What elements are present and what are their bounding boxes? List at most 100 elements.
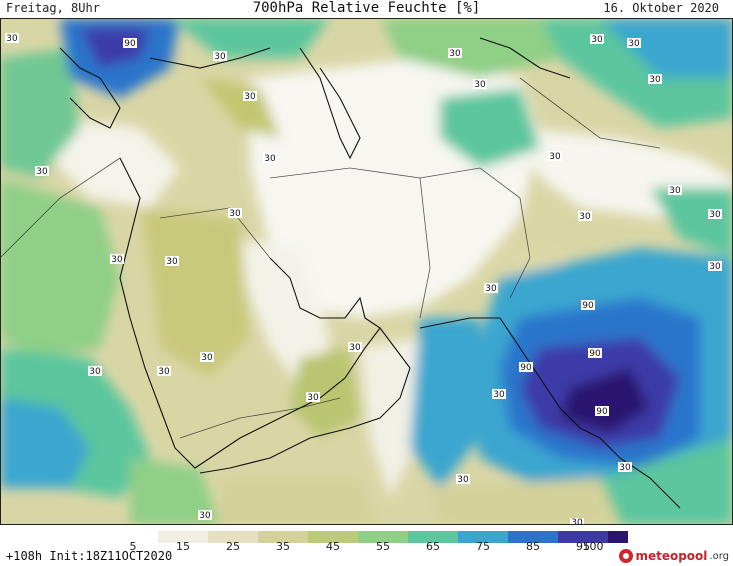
colorbar-segment [108, 531, 159, 543]
contour-label: 30 [708, 261, 722, 272]
colorbar-segment [258, 531, 309, 543]
svg-text:30: 30 [579, 212, 591, 222]
svg-text:30: 30 [709, 210, 721, 220]
country-borders [0, 77, 661, 439]
svg-text:90: 90 [520, 363, 532, 373]
svg-text:30: 30 [493, 390, 505, 400]
svg-text:30: 30 [214, 52, 226, 62]
contour-label: 30 [243, 91, 257, 102]
svg-text:30: 30 [549, 152, 561, 162]
svg-text:30: 30 [6, 34, 18, 44]
svg-text:30: 30 [457, 475, 469, 485]
contour-label: 90 [581, 300, 595, 311]
contour-labels: 90 30 30 30 30 30 30 30 30 30 30 30 30 3… [5, 33, 722, 525]
contour-label: 30 [110, 254, 124, 265]
header-bar: Freitag, 8Uhr 700hPa Relative Feuchte [%… [0, 0, 733, 18]
svg-text:30: 30 [36, 167, 48, 177]
svg-text:30: 30 [111, 255, 123, 265]
colorbar-tick-label: 100 [582, 540, 604, 553]
colorbar-tick-label: 65 [426, 540, 440, 553]
contour-label: 30 [627, 38, 641, 49]
contour-label: 30 [198, 510, 212, 521]
colorbar-tick-label: 45 [326, 540, 340, 553]
brand-logo[interactable]: meteopool .org [619, 547, 729, 565]
brand-tld: .org [709, 550, 729, 562]
map-title: 700hPa Relative Feuchte [%] [252, 0, 481, 16]
svg-text:30: 30 [199, 511, 211, 521]
svg-text:30: 30 [158, 367, 170, 377]
contour-label: 30 [548, 151, 562, 162]
contour-label: 30 [228, 208, 242, 219]
svg-text:30: 30 [349, 343, 361, 353]
contour-label: 30 [200, 352, 214, 363]
colorbar-tick-label: 25 [226, 540, 240, 553]
svg-text:30: 30 [166, 257, 178, 267]
contour-label: 30 [668, 185, 682, 196]
colorbar-tick-label: 75 [476, 540, 490, 553]
svg-text:30: 30 [628, 39, 640, 49]
contour-label: 90 [595, 406, 609, 417]
contour-label: 90 [519, 362, 533, 373]
colorbar-segment [158, 531, 209, 543]
colorbar-segment [308, 531, 359, 543]
contour-label: 30 [306, 392, 320, 403]
contour-label: 30 [456, 474, 470, 485]
contour-label: 30 [88, 366, 102, 377]
svg-text:90: 90 [124, 39, 136, 49]
contour-label: 30 [5, 33, 19, 44]
svg-text:90: 90 [582, 301, 594, 311]
contour-label: 30 [157, 366, 171, 377]
valid-date-label: 16. Oktober 2020 [603, 1, 719, 15]
colorbar-segment [558, 531, 609, 543]
contour-label: 90 [588, 348, 602, 359]
svg-text:30: 30 [485, 284, 497, 294]
contour-label: 90 [123, 38, 137, 49]
valid-day-label: Freitag, 8Uhr [6, 1, 100, 15]
contour-label: 30 [492, 389, 506, 400]
svg-text:90: 90 [589, 349, 601, 359]
contour-label: 30 [484, 283, 498, 294]
contour-label: 30 [578, 211, 592, 222]
colorbar-tick-label: 35 [276, 540, 290, 553]
colorbar-segment [358, 531, 409, 543]
colorbar-segment [508, 531, 559, 543]
svg-text:30: 30 [449, 49, 461, 59]
contour-label: 30 [165, 256, 179, 267]
colorbar-segment [208, 531, 259, 543]
colorbar-segment [458, 531, 509, 543]
colorbar-tick-label: 55 [376, 540, 390, 553]
svg-text:30: 30 [89, 367, 101, 377]
svg-text:30: 30 [307, 393, 319, 403]
svg-text:30: 30 [229, 209, 241, 219]
svg-text:30: 30 [649, 75, 661, 85]
contour-label: 30 [348, 342, 362, 353]
contour-label: 30 [618, 462, 632, 473]
contour-label: 30 [448, 48, 462, 59]
contour-label: 30 [648, 74, 662, 85]
colorbar [108, 528, 659, 543]
humidity-field [0, 18, 733, 525]
run-info-label: +108h Init:18Z11OCT2020 [6, 549, 173, 563]
colorbar-max-arrow [608, 531, 628, 543]
colorbar-tick-label: 95 [576, 540, 590, 553]
svg-text:30: 30 [709, 262, 721, 272]
contour-label: 30 [213, 51, 227, 62]
colorbar-tick-label: 5 [129, 540, 137, 553]
svg-text:30: 30 [669, 186, 681, 196]
svg-text:30: 30 [591, 35, 603, 45]
contour-label: 30 [570, 518, 584, 525]
contour-label: 30 [473, 79, 487, 90]
contour-label: 30 [708, 209, 722, 220]
brand-name: meteopool [635, 549, 708, 563]
svg-text:30: 30 [474, 80, 486, 90]
svg-text:30: 30 [244, 92, 256, 102]
meteopool-logo-icon [619, 549, 634, 563]
colorbar-tick-label: 85 [526, 540, 540, 553]
colorbar-tick-label: 15 [176, 540, 190, 553]
humidity-map: 90 30 30 30 30 30 30 30 30 30 30 30 30 3… [0, 18, 733, 525]
colorbar-segment [408, 531, 459, 543]
contour-label: 30 [263, 153, 277, 164]
svg-text:30: 30 [619, 463, 631, 473]
svg-text:30: 30 [201, 353, 213, 363]
svg-text:90: 90 [596, 407, 608, 417]
